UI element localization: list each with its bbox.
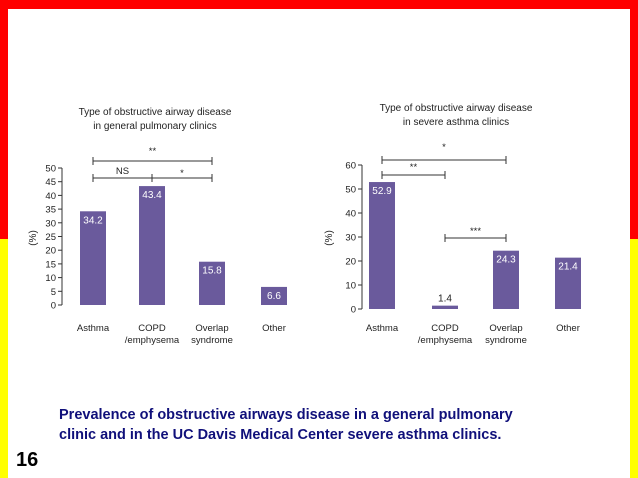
right-y-tick-label: 10	[345, 281, 356, 292]
left-bar	[199, 261, 225, 305]
right-y-tick-label: 60	[345, 161, 356, 172]
left-chart-title-line: Type of obstructive airway disease	[79, 107, 232, 118]
left-category-label: Overlap	[195, 323, 228, 334]
right-y-axis-label: (%)	[324, 230, 335, 246]
right-y-tick-label: 20	[345, 257, 356, 268]
left-y-tick-label: 30	[45, 218, 56, 229]
left-bar-value-label: 15.8	[202, 266, 222, 277]
right-category-label: COPD	[431, 323, 459, 334]
left-bar-value-label: 34.2	[83, 215, 103, 226]
left-category-label: Other	[262, 323, 286, 334]
caption-line-1: Prevalence of obstructive airways diseas…	[59, 407, 513, 423]
slide-caption: Prevalence of obstructive airways diseas…	[59, 405, 599, 445]
right-category-label: Overlap	[489, 323, 522, 334]
left-category-label: syndrome	[191, 335, 233, 346]
right-bar	[432, 305, 458, 309]
left-y-tick-label: 5	[51, 287, 56, 298]
right-bar-value-label: 52.9	[372, 186, 392, 197]
right-y-tick-label: 0	[351, 305, 356, 316]
left-y-tick-label: 15	[45, 259, 56, 270]
left-y-axis-label: (%)	[28, 230, 39, 246]
right-chart-title-line: Type of obstructive airway disease	[380, 103, 533, 114]
left-y-tick-label: 25	[45, 232, 56, 243]
right-bar	[555, 257, 581, 309]
right-y-tick-label: 30	[345, 233, 356, 244]
left-category-label: COPD	[138, 323, 166, 334]
left-y-tick-label: 50	[45, 164, 56, 175]
left-bar	[139, 186, 165, 305]
right-chart-title-line: in severe asthma clinics	[403, 117, 509, 128]
left-y-tick-label: 0	[51, 301, 56, 312]
right-significance-label: ***	[470, 226, 481, 237]
right-bar-value-label: 24.3	[496, 255, 516, 266]
left-y-tick-label: 20	[45, 246, 56, 257]
left-category-label: Asthma	[77, 323, 110, 334]
left-significance-label: NS	[116, 166, 129, 177]
left-chart-title-line: in general pulmonary clinics	[93, 121, 216, 132]
right-bar-value-label: 1.4	[438, 294, 452, 305]
left-bar-value-label: 43.4	[142, 190, 162, 201]
right-bar-value-label: 21.4	[558, 262, 578, 273]
left-category-label: /emphysema	[125, 335, 180, 346]
caption-line-2: clinic and in the UC Davis Medical Cente…	[59, 427, 502, 443]
right-bar	[493, 250, 519, 309]
left-y-tick-label: 10	[45, 273, 56, 284]
left-significance-label: *	[180, 168, 184, 179]
right-category-label: /emphysema	[418, 335, 473, 346]
right-y-tick-label: 40	[345, 209, 356, 220]
left-y-tick-label: 40	[45, 191, 56, 202]
right-y-tick-label: 50	[345, 185, 356, 196]
left-y-tick-label: 35	[45, 205, 56, 216]
slide-number: 16	[16, 449, 39, 471]
right-significance-label: **	[410, 162, 418, 173]
left-bar-value-label: 6.6	[267, 291, 281, 302]
left-bar	[80, 211, 106, 305]
slide-background	[8, 9, 630, 478]
right-category-label: Other	[556, 323, 580, 334]
left-bar	[261, 286, 287, 305]
right-bar	[369, 182, 395, 309]
left-y-tick-label: 45	[45, 177, 56, 188]
left-significance-label: **	[149, 146, 157, 157]
right-category-label: Asthma	[366, 323, 399, 334]
right-category-label: syndrome	[485, 335, 527, 346]
right-significance-label: *	[442, 142, 446, 153]
